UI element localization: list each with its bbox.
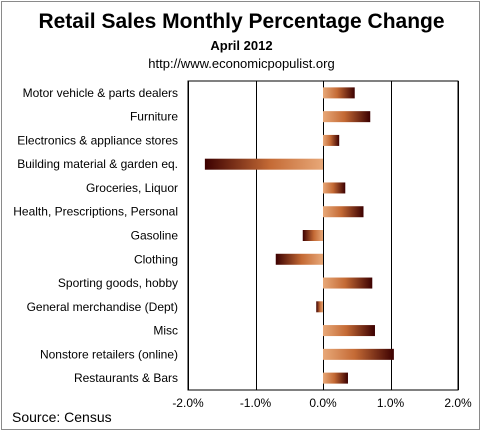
category-label: Groceries, Liquor xyxy=(86,181,178,195)
x-tick-label: 0.0% xyxy=(309,396,337,410)
bar xyxy=(316,301,323,313)
category-label: Clothing xyxy=(134,252,178,266)
category-label: Motor vehicle & parts dealers xyxy=(23,86,178,100)
bar xyxy=(323,87,355,99)
chart-title: Retail Sales Monthly Percentage Change xyxy=(38,10,445,33)
category-label: Nonstore retailers (online) xyxy=(40,347,178,361)
chart-url: http://www.economicpopulist.org xyxy=(148,56,335,71)
category-label: Electronics & appliance stores xyxy=(17,133,178,147)
x-tick-label: 1.0% xyxy=(377,396,405,410)
category-label: General merchandise (Dept) xyxy=(27,300,178,314)
bar xyxy=(302,230,323,241)
bar xyxy=(323,277,373,289)
category-label: Misc xyxy=(153,324,178,338)
bar xyxy=(323,325,375,337)
category-label: Gasoline xyxy=(131,229,179,243)
bar xyxy=(323,372,348,384)
bar xyxy=(323,134,340,146)
x-tick-label: -1.0% xyxy=(240,396,272,410)
category-label: Furniture xyxy=(130,110,178,124)
chart-subtitle: April 2012 xyxy=(210,38,273,53)
category-labels: Motor vehicle & parts dealers Furniture El… xyxy=(13,86,178,385)
source-note: Source: Census xyxy=(12,409,112,425)
bar xyxy=(204,158,323,170)
x-tick-label: 2.0% xyxy=(444,396,472,410)
bars-layer xyxy=(204,87,394,384)
x-axis-ticks: -2.0% -1.0% 0.0% 1.0% 2.0% xyxy=(172,396,472,410)
bar xyxy=(323,348,394,360)
category-label: Health, Prescriptions, Personal xyxy=(13,205,178,219)
bar xyxy=(323,206,364,218)
bar xyxy=(323,111,371,123)
x-tick-label: -2.0% xyxy=(172,396,204,410)
bar xyxy=(275,253,323,265)
grid-layer xyxy=(187,80,459,391)
bar xyxy=(323,182,346,194)
category-label: Sporting goods, hobby xyxy=(58,276,178,290)
category-label: Restaurants & Bars xyxy=(74,371,178,385)
category-label: Building material & garden eq. xyxy=(17,157,178,171)
